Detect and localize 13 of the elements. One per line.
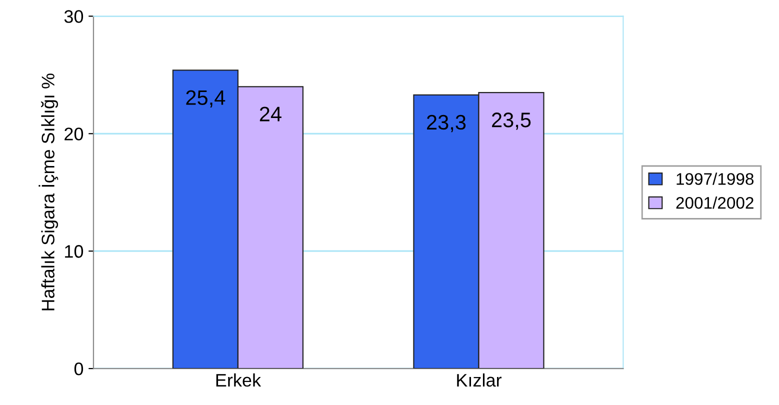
x-tick-label: Erkek	[216, 373, 262, 387]
legend-label: 2001/2002	[676, 196, 754, 209]
x-tick-label: Kızlar	[457, 373, 502, 387]
y-tick-label: 30	[64, 10, 84, 23]
data-label: 24	[260, 106, 282, 122]
y-axis-title: Haftalık Sigara İçme Sıklığı %	[38, 74, 58, 310]
data-label: 23,5	[492, 112, 531, 130]
y-tick-label: 10	[65, 245, 84, 258]
y-tick-label: 20	[64, 128, 84, 140]
data-label: 23,3	[427, 114, 466, 132]
legend-label: 1997/1998	[676, 172, 754, 185]
y-tick-label: 0	[74, 362, 84, 376]
data-label: 25,4	[186, 90, 226, 108]
